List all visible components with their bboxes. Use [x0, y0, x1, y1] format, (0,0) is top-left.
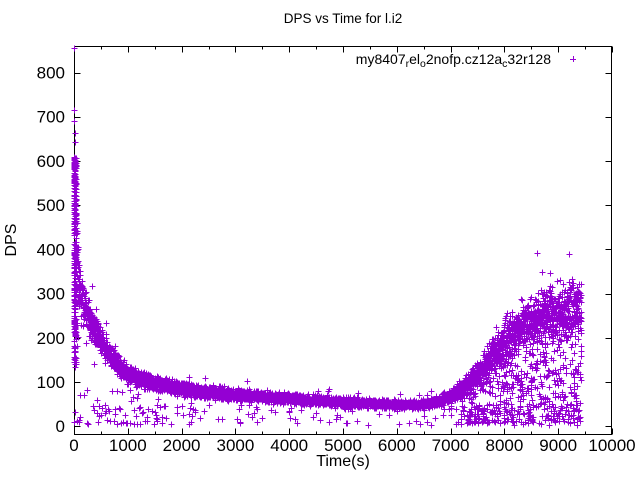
x-tick-label: 4000: [270, 436, 308, 455]
y-tick-label: 200: [37, 329, 65, 348]
x-tick-label: 8000: [485, 436, 523, 455]
axis-ticks: [74, 46, 613, 435]
x-tick-label: 6000: [378, 436, 416, 455]
x-tick-label: 10000: [588, 436, 635, 455]
y-tick-label: 500: [37, 196, 65, 215]
x-tick-label: 7000: [432, 436, 470, 455]
y-tick-label: 700: [37, 108, 65, 127]
y-tick-label: 600: [37, 152, 65, 171]
scatter-series: [71, 45, 585, 429]
legend-series-label: my8407relo2nofp.cz12ac32r128: [356, 51, 551, 70]
y-tick-label: 300: [37, 285, 65, 304]
x-tick-label: 3000: [216, 436, 254, 455]
x-tick-label: 2000: [163, 436, 201, 455]
legend-plus-marker-icon: [570, 56, 576, 62]
x-tick-label: 0: [69, 436, 78, 455]
x-tick-label: 1000: [109, 436, 147, 455]
y-tick-label: 0: [56, 417, 65, 436]
axis-tick-labels: 0 1000 2000 3000 4000 5000 6000 7000 8000 9000 100…: [37, 64, 636, 455]
legend: my8407relo2nofp.cz12ac32r128: [356, 51, 576, 70]
y-tick-label: 800: [37, 64, 65, 83]
y-tick-label: 400: [37, 240, 65, 259]
y-tick-label: 100: [37, 373, 65, 392]
data-points-plus-markers: [71, 45, 585, 429]
x-tick-label: 9000: [539, 436, 577, 455]
y-axis-label: DPS: [3, 224, 20, 257]
chart-title: DPS vs Time for l.i2: [284, 11, 403, 26]
x-axis-label: Time(s): [316, 453, 370, 470]
x-tick-label: 5000: [324, 436, 362, 455]
